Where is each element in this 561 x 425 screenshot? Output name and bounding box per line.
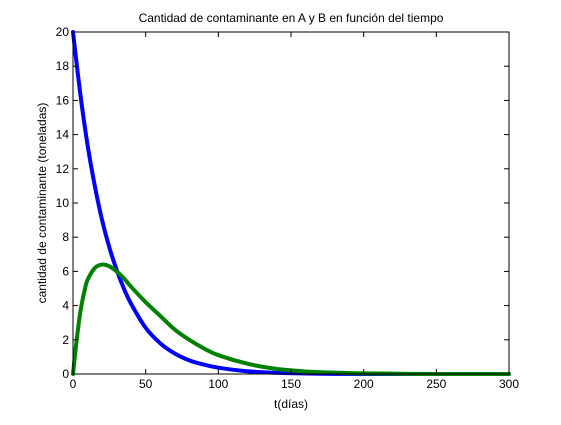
- y-axis: 0 2 4 6 8 10 12 14 16 18 20: [56, 25, 509, 381]
- y-tick-label: 20: [56, 25, 70, 39]
- x-axis: 0 50 100 150 200 250 300: [70, 32, 519, 391]
- x-tick-label: 250: [426, 377, 446, 391]
- y-tick-label: 4: [62, 299, 69, 313]
- x-tick-label: 100: [208, 377, 228, 391]
- x-tick-label: 0: [70, 377, 77, 391]
- plot-area: [73, 32, 509, 374]
- y-tick-label: 0: [62, 367, 69, 381]
- y-tick-label: 14: [56, 128, 70, 142]
- y-tick-label: 6: [62, 264, 69, 278]
- y-tick-label: 10: [56, 196, 70, 210]
- y-tick-label: 8: [62, 230, 69, 244]
- x-tick-label: 50: [139, 377, 153, 391]
- x-axis-label: t(días): [274, 397, 308, 411]
- x-tick-label: 200: [354, 377, 374, 391]
- y-tick-label: 12: [56, 162, 70, 176]
- x-tick-label: 300: [499, 377, 519, 391]
- chart-title: Cantidad de contaminante en A y B en fun…: [139, 11, 444, 25]
- y-tick-label: 18: [56, 59, 70, 73]
- y-tick-label: 2: [62, 333, 69, 347]
- x-tick-label: 150: [281, 377, 301, 391]
- series-line-2: [71, 262, 511, 377]
- y-tick-label: 16: [56, 93, 70, 107]
- y-axis-label: cantidad de contaminante (toneladas): [35, 103, 49, 304]
